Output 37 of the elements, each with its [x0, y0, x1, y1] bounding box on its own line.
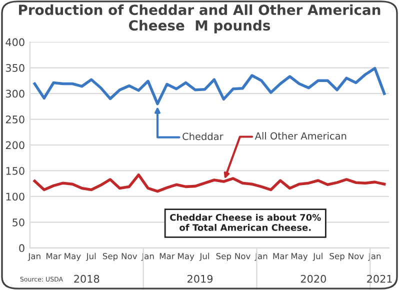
text: 2020 — [300, 274, 326, 283]
y-tick-label: 250 — [6, 115, 24, 124]
x-tick-label: Mar — [160, 253, 175, 260]
x-tick-label: Sep — [102, 252, 118, 261]
x-tick-label: Jan — [254, 253, 268, 261]
text: All Other American — [254, 132, 346, 140]
y-tick-label: 300 — [6, 90, 24, 98]
line-series — [33, 66, 386, 106]
y-tick-label: 150 — [6, 166, 24, 175]
annotation: Cheddar Cheese is about 70% of Total American Cheese. — [170, 214, 321, 231]
x-tick-label: Jul — [199, 252, 209, 261]
x-tick-label: Jul — [86, 252, 96, 261]
text: Cheddar — [182, 132, 224, 140]
x-tick-label: Sep — [330, 252, 344, 261]
y-tick-label: 350 — [6, 64, 24, 72]
line-series — [33, 173, 386, 193]
x-tick-label: Mar — [273, 253, 288, 260]
x-tick-label: Nov — [348, 253, 364, 260]
x-tick-label: Jan — [368, 253, 381, 261]
y-tick-label: 400 — [6, 38, 24, 46]
x-tick-label: May — [291, 253, 308, 261]
x-tick-label: May — [178, 253, 194, 261]
text: 2019 — [188, 274, 213, 283]
x-tick-label: Nov — [235, 253, 250, 260]
x-tick-label: May — [64, 253, 81, 261]
y-tick-label: 50 — [12, 218, 24, 226]
x-tick-label: Mar — [46, 253, 62, 260]
y-tick-label: 100 — [6, 192, 24, 201]
x-tick-label: Jul — [312, 252, 322, 261]
x-tick-label: Nov — [122, 253, 138, 260]
chart-title: Production of Cheddar and All Other American Cheese M pounds — [19, 4, 380, 34]
y-tick-label: 200 — [6, 141, 24, 150]
text: 2021 — [367, 274, 392, 283]
x-tick-label: Jan — [28, 253, 40, 261]
x-tick-label: Sep — [216, 252, 232, 261]
text: 2018 — [74, 274, 100, 283]
y-tick-label: 0 — [19, 244, 24, 252]
